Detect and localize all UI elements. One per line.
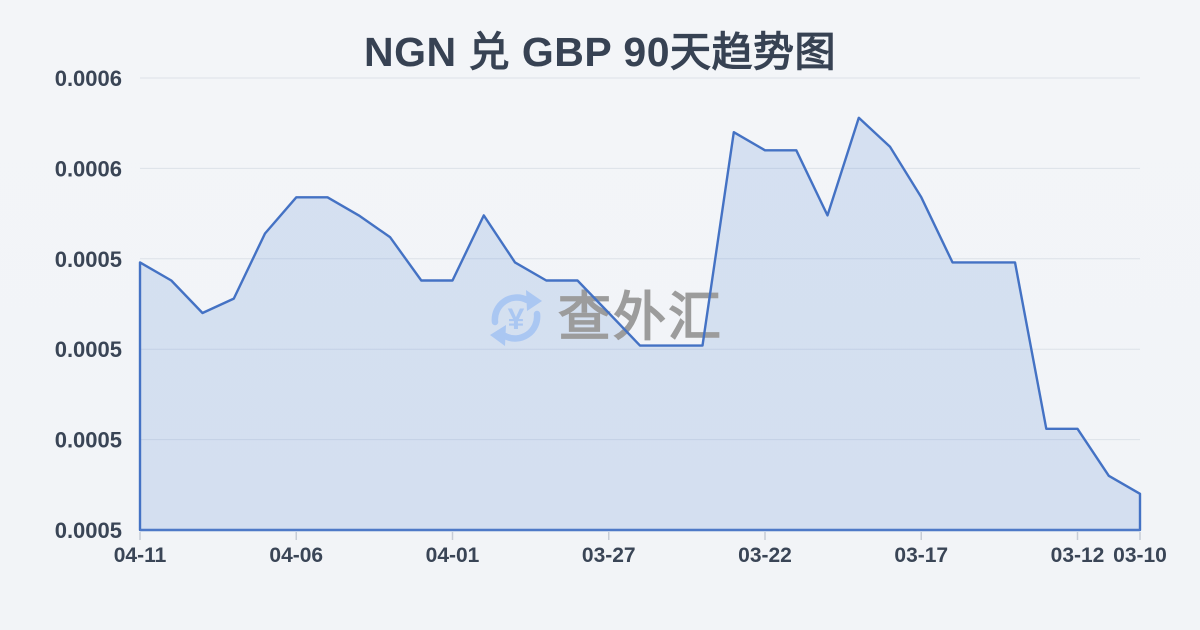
y-axis-label: 0.0005 [55, 518, 122, 543]
x-axis-label: 03-22 [738, 544, 792, 567]
watermark-text: 查外汇 [558, 288, 723, 347]
x-axis-label: 04-06 [269, 544, 323, 567]
y-axis-label: 0.0005 [55, 337, 122, 362]
x-axis-label: 03-17 [894, 544, 948, 567]
watermark: ¥ 查外汇 [490, 288, 723, 347]
area-fill [140, 117, 1140, 531]
x-axis-label: 04-11 [114, 544, 167, 567]
y-axis-label: 0.0006 [55, 156, 122, 181]
y-axis-label: 0.0006 [55, 66, 122, 91]
chart-title: NGN 兑 GBP 90天趋势图 [364, 29, 836, 75]
x-axis-label: 03-10 [1113, 544, 1167, 567]
y-axis-label: 0.0005 [55, 247, 122, 272]
x-axis-label: 03-12 [1051, 544, 1105, 567]
y-axis-label: 0.0005 [55, 428, 122, 453]
watermark-exchange-icon: ¥ [490, 290, 542, 346]
x-axis-label: 03-27 [582, 544, 636, 567]
trend-line [138, 116, 1142, 532]
watermark-yen-symbol: ¥ [508, 303, 525, 336]
x-axis-label: 04-01 [426, 544, 480, 567]
